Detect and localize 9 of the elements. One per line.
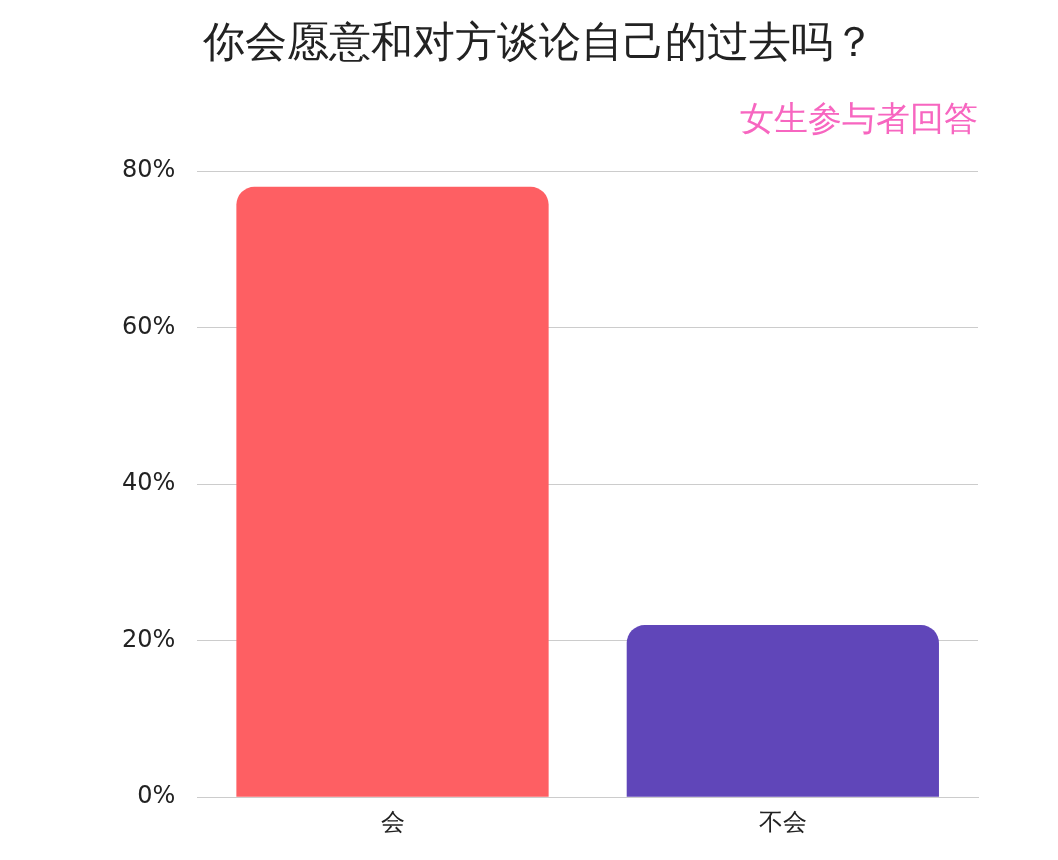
x-tick-label: 会: [380, 807, 405, 836]
y-tick-label: 60%: [122, 311, 176, 340]
y-tick-label: 40%: [122, 468, 176, 497]
chart-title: 你会愿意和对方谈论自己的过去吗？: [202, 17, 875, 67]
chart-subtitle: 女生参与者回答: [740, 97, 978, 138]
y-tick-label: 80%: [122, 155, 176, 184]
x-tick-label: 不会: [758, 807, 807, 836]
y-tick-label: 0%: [137, 781, 176, 810]
y-tick-label: 20%: [122, 624, 176, 653]
